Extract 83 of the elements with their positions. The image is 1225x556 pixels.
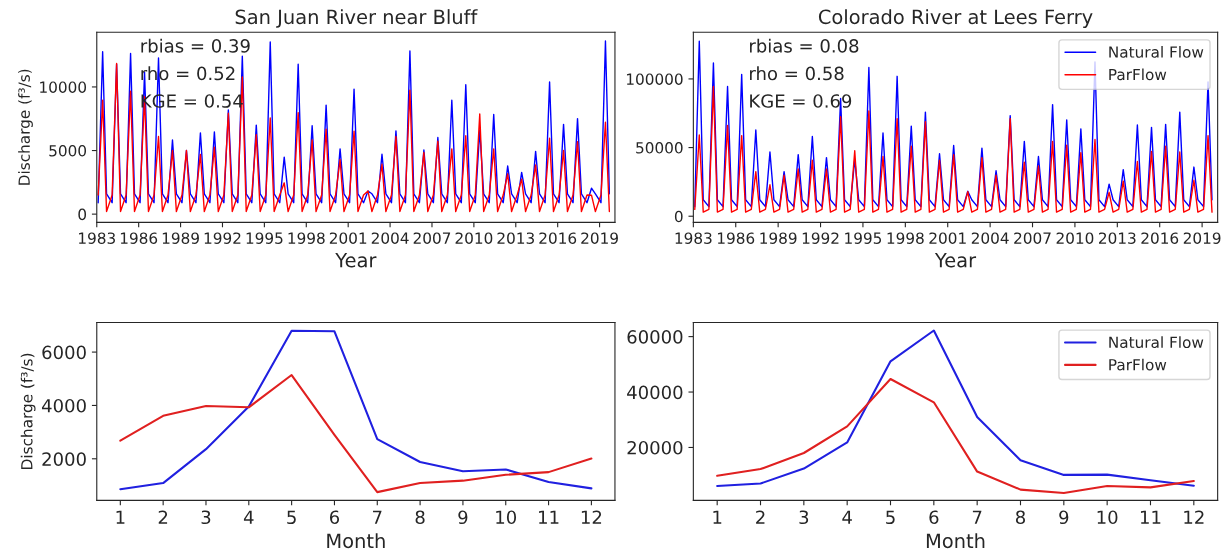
x-tick-label: 1998 (288, 232, 325, 244)
x-tick-label: 4 (243, 510, 254, 524)
y-tick-label: 40000 (627, 385, 683, 400)
x-tick-label: 1992 (802, 232, 839, 244)
y-tick-label: 5000 (49, 145, 87, 157)
x-tick-label: 2013 (497, 232, 534, 244)
x-tick-label: 1983 (79, 232, 115, 244)
x-tick-label: 2010 (455, 232, 493, 244)
x-tick-label: 2004 (971, 232, 1009, 244)
x-tick-label: 5 (287, 510, 296, 525)
x-tick-label: 2007 (1014, 232, 1051, 244)
x-tick-label: 12 (581, 510, 602, 524)
line-series (716, 377, 1195, 494)
y-tick-label: 100000 (626, 73, 683, 85)
x-tick-label: 2004 (371, 232, 409, 244)
y-tick-label: 60000 (627, 330, 683, 344)
x-tick-label: 7 (972, 510, 982, 524)
x-axis-title: Year (335, 253, 377, 268)
x-tick-label: 8 (1015, 510, 1025, 525)
x-tick-label: 8 (415, 510, 425, 525)
y-tick-label: 10000 (40, 81, 87, 93)
x-tick-label: 4 (842, 510, 852, 524)
x-tick-label: 1995 (845, 232, 882, 244)
x-axis-title: Month (926, 533, 985, 549)
y-tick-label: 50000 (636, 142, 683, 154)
line-series (119, 329, 593, 491)
chart-title: San Juan River near Bluff (235, 9, 478, 28)
chart-title: Colorado River at Lees Ferry (818, 9, 1093, 28)
x-tick-label: 7 (373, 510, 382, 524)
x-tick-label: 2016 (539, 232, 577, 244)
x-tick-label: 1986 (717, 232, 755, 244)
legend-label: ParFlow (1109, 358, 1167, 371)
x-tick-label: 2016 (1141, 232, 1179, 244)
x-tick-label: 2001 (929, 232, 966, 244)
x-tick-label: 10 (496, 510, 517, 525)
annotation: rho = 0.58 (750, 66, 844, 81)
x-tick-label: 9 (1059, 510, 1069, 525)
x-tick-label: 3 (799, 510, 809, 525)
x-tick-label: 12 (1184, 510, 1204, 524)
x-tick-label: 6 (329, 510, 340, 525)
x-tick-label: 1992 (204, 232, 241, 244)
x-tick-label: 10 (1097, 510, 1118, 525)
legend-label: ParFlow (1109, 68, 1167, 81)
x-tick-label: 1 (116, 510, 125, 524)
x-tick-label: 6 (929, 510, 939, 525)
y-tick-label: 6000 (42, 345, 86, 360)
x-tick-label: 11 (1140, 510, 1161, 524)
x-tick-label: 1995 (246, 232, 283, 244)
line-series (694, 40, 1213, 208)
y-axis-title: Discharge (f³/s) (18, 69, 33, 185)
x-tick-label: 2019 (581, 232, 618, 244)
x-tick-label: 2001 (329, 232, 367, 244)
x-tick-label: 2007 (413, 232, 451, 244)
annotation: rbias = 0.39 (141, 38, 250, 53)
x-tick-label: 2 (158, 510, 168, 524)
x-tick-label: 9 (458, 510, 468, 525)
x-tick-label: 2010 (1056, 232, 1094, 244)
x-axis-title: Month (327, 533, 385, 549)
x-tick-label: 2013 (1098, 232, 1136, 244)
x-tick-label: 2019 (1183, 232, 1221, 244)
y-tick-label: 0 (78, 208, 87, 221)
line-series (97, 62, 611, 213)
y-tick-label: 0 (674, 210, 683, 223)
x-tick-label: 1 (713, 510, 722, 524)
x-tick-label: 11 (539, 510, 559, 524)
x-tick-label: 3 (201, 510, 211, 525)
line-series (119, 373, 593, 494)
x-tick-label: 1989 (162, 232, 199, 244)
y-tick-label: 20000 (627, 440, 683, 455)
x-tick-label: 1986 (120, 232, 158, 244)
x-tick-label: 5 (886, 510, 895, 525)
x-tick-label: 1989 (760, 232, 797, 244)
x-tick-label: 1983 (675, 232, 712, 244)
annotation: rbias = 0.08 (750, 38, 859, 53)
x-tick-label: 1998 (887, 232, 924, 244)
y-axis-title: Discharge (f³/s) (20, 353, 36, 469)
legend-label: Natural Flow (1109, 336, 1204, 349)
y-tick-label: 2000 (42, 452, 86, 466)
y-tick-label: 4000 (41, 398, 86, 413)
x-axis-title: Year (934, 253, 977, 268)
x-tick-label: 2 (756, 510, 765, 524)
line-series (694, 85, 1213, 213)
legend-label: Natural Flow (1109, 46, 1204, 58)
